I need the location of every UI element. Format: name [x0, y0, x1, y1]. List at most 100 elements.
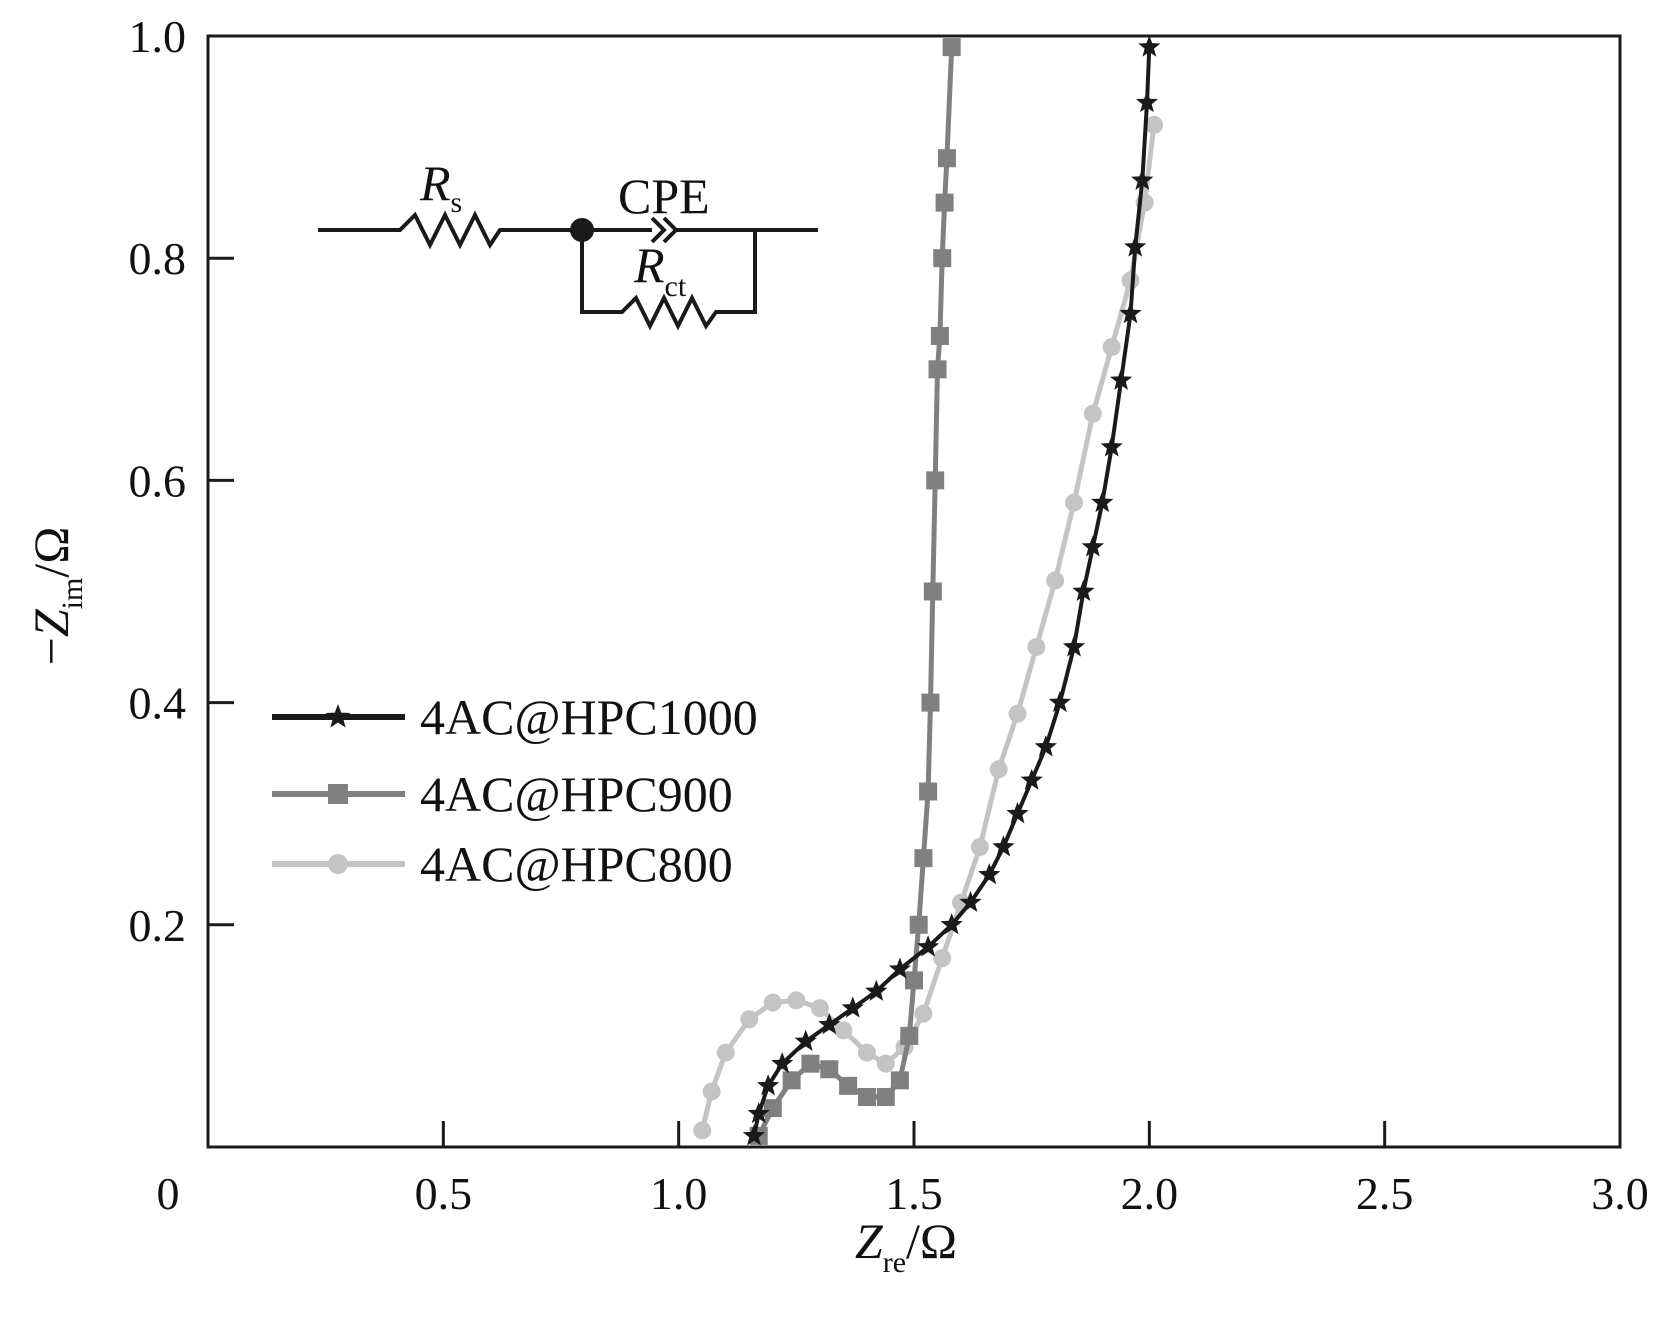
data-point: [841, 996, 864, 1018]
data-point: [1138, 35, 1161, 57]
circuit-label-cpe: CPE: [618, 168, 710, 224]
data-point: [959, 890, 982, 912]
data-point: [839, 1076, 858, 1095]
x-tick-label: 1.5: [885, 1168, 943, 1219]
data-point: [834, 1021, 853, 1040]
data-point: [940, 913, 963, 935]
data-point: [763, 1099, 782, 1118]
data-point: [857, 1043, 876, 1062]
data-point: [1131, 168, 1154, 190]
series-line: [699, 124, 1157, 1131]
data-point: [933, 949, 952, 968]
data-point: [900, 1026, 919, 1045]
y-tick-label: 0.8: [129, 233, 187, 284]
x-tick-label: 2.0: [1121, 1168, 1179, 1219]
y-axis-title-sub: im: [56, 578, 89, 610]
data-point: [919, 782, 938, 801]
data-point: [930, 326, 949, 345]
data-point: [1065, 493, 1084, 512]
y-tick-label: 1.0: [129, 11, 187, 62]
circuit-label-rct-main: R: [633, 237, 665, 293]
data-point: [1062, 635, 1086, 657]
series-4AC@HPC800: [693, 115, 1164, 1140]
circuit-label-rct: Rct: [633, 237, 687, 303]
x-tick-label: 0.5: [415, 1168, 473, 1219]
data-point: [1006, 802, 1029, 824]
circuit-label-rct-sub: ct: [665, 270, 687, 303]
circuit-rs-wire: [318, 210, 580, 250]
data-point: [801, 1054, 820, 1073]
equivalent-circuit-inset: [318, 210, 818, 331]
y-axis-title-unit: /Ω: [23, 527, 79, 578]
x-tick-label: 0: [157, 1168, 180, 1219]
y-tick-label: 0.2: [129, 900, 187, 951]
y-axis-title-main: Z: [23, 608, 79, 637]
series-4AC@HPC900: [749, 38, 961, 1145]
data-point: [787, 991, 806, 1010]
data-point: [1102, 338, 1121, 357]
circuit-label-rs-main: R: [419, 155, 451, 211]
data-point: [989, 760, 1008, 779]
data-point: [1145, 115, 1164, 134]
data-point: [782, 1071, 801, 1090]
data-point: [928, 360, 947, 379]
data-point: [810, 999, 829, 1018]
series-4AC@HPC1000: [742, 35, 1161, 1146]
data-point: [917, 935, 940, 957]
data-point: [1048, 690, 1071, 713]
data-point: [818, 1013, 841, 1035]
legend-item: 4AC@HPC900: [272, 766, 733, 822]
data-point: [942, 38, 961, 57]
data-point: [914, 849, 933, 868]
x-axis-title: Zre/Ω: [855, 1213, 957, 1279]
circuit-cpe-branch: [582, 216, 818, 244]
series-layer: [693, 35, 1164, 1146]
data-point: [890, 1071, 909, 1090]
y-axis-ticks: 0.2 0.4 0.6 0.8 1.0: [129, 11, 234, 951]
x-axis-title-unit: /Ω: [906, 1213, 957, 1269]
data-point: [740, 1010, 759, 1029]
legend-label: 4AC@HPC900: [420, 766, 733, 822]
data-point: [1034, 735, 1057, 757]
legend-item: 4AC@HPC800: [272, 836, 733, 892]
data-point: [921, 693, 940, 712]
legend: 4AC@HPC1000 4AC@HPC900 4AC@HPC800: [272, 689, 758, 892]
circuit-label-rs: Rs: [419, 155, 462, 219]
data-point: [1083, 404, 1102, 423]
x-tick-label: 2.5: [1356, 1168, 1414, 1219]
data-point: [1072, 579, 1095, 601]
x-axis-title-main: Z: [855, 1213, 884, 1269]
data-point: [992, 835, 1015, 857]
data-point: [328, 784, 348, 804]
data-point: [909, 915, 928, 934]
y-axis-title-prefix: −: [23, 637, 79, 665]
data-point: [933, 249, 952, 268]
data-point: [1110, 368, 1133, 390]
data-point: [1100, 435, 1123, 457]
data-point: [702, 1082, 721, 1101]
data-point: [325, 704, 351, 728]
data-point: [926, 471, 945, 490]
data-point: [865, 979, 888, 1001]
data-point: [923, 582, 942, 601]
data-point: [1008, 704, 1027, 723]
data-point: [742, 1124, 766, 1146]
data-point: [763, 993, 782, 1012]
x-axis-ticks: 0 0.5 1.0 1.5 2.0 2.5 3.0: [157, 1121, 1649, 1219]
data-point: [1020, 768, 1043, 790]
data-point: [914, 1004, 933, 1023]
y-axis-title: −Zim/Ω: [23, 527, 89, 666]
data-point: [1135, 91, 1159, 113]
data-point: [794, 1029, 817, 1051]
data-point: [747, 1102, 770, 1124]
data-point: [1081, 535, 1104, 557]
data-point: [1091, 490, 1114, 513]
data-point: [888, 957, 911, 979]
legend-label: 4AC@HPC800: [420, 836, 733, 892]
circuit-rct-branch: [580, 230, 757, 331]
data-point: [716, 1043, 735, 1062]
data-point: [771, 1052, 794, 1074]
circuit-label-rs-sub: s: [451, 186, 463, 219]
data-point: [757, 1074, 780, 1096]
